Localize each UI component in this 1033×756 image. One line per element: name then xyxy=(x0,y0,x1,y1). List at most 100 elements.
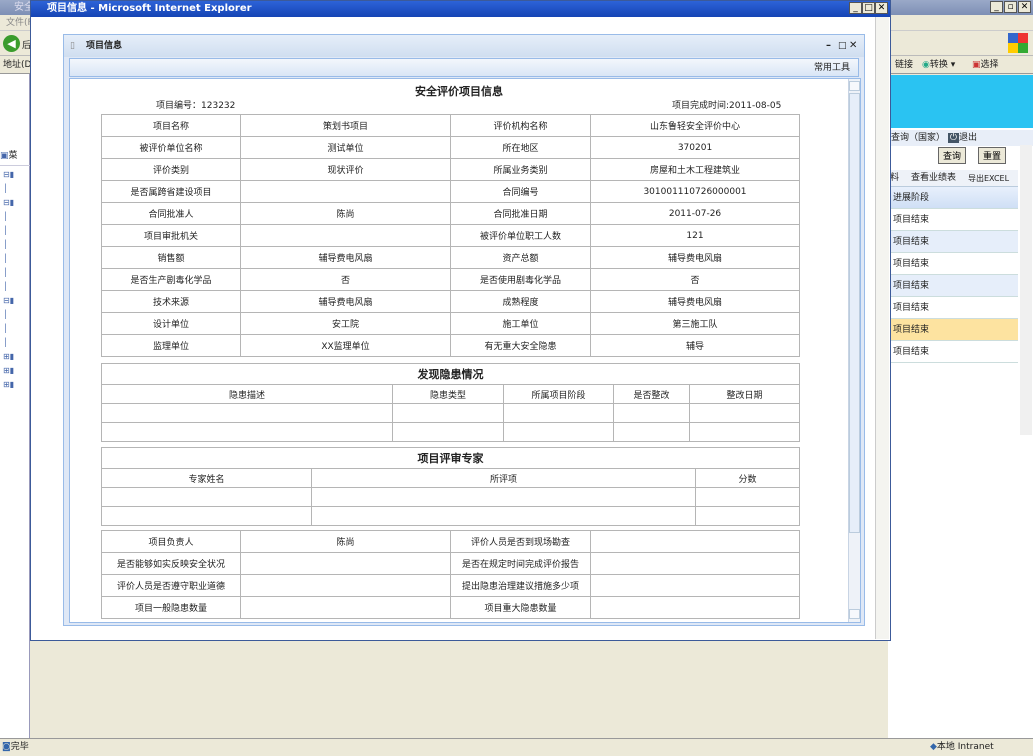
popup-scrollbar[interactable] xyxy=(875,17,889,639)
links-button[interactable]: 链接 xyxy=(895,60,914,70)
value-cell: 370201 xyxy=(590,136,800,159)
zone-indicator: ◆本地 Intranet xyxy=(930,739,994,755)
value-cell: 陈尚 xyxy=(240,530,451,553)
tab-data[interactable]: 料 xyxy=(890,173,900,183)
value-cell: 否 xyxy=(240,268,451,291)
dialog-close-button[interactable]: ✕ xyxy=(849,40,858,51)
content-frame: 安全评价项目信息 项目编号：123232 项目完成时间:2011-08-05 项… xyxy=(69,78,861,623)
label-cell: 销售额 xyxy=(101,246,241,269)
label-cell: 成熟程度 xyxy=(450,290,591,313)
table-row: 项目审批机关 被评价单位职工人数 121 xyxy=(101,224,800,247)
value-cell: 辅导费电风扇 xyxy=(240,290,451,313)
expert-table: 项目评审专家 专家姓名 所评项 分数 xyxy=(100,447,801,526)
minimize-button[interactable]: _ xyxy=(990,1,1003,13)
section-title: 项目评审专家 xyxy=(100,447,801,469)
scroll-thumb[interactable] xyxy=(849,93,860,533)
value-cell: 第三施工队 xyxy=(590,312,800,335)
result-row[interactable]: 项目结束 xyxy=(888,319,1018,341)
tree-panel: ▣菜 ⊟▮ │ ⊟▮ │ │ │ │ │ │ ⊟▮ │ │ │ ⊞▮ ⊞▮ ⊞▮ xyxy=(0,74,30,738)
query-button[interactable]: 查询 xyxy=(938,147,966,164)
table-row: 项目一般隐患数量 项目重大隐患数量 xyxy=(101,596,800,619)
empty-cell xyxy=(101,487,312,507)
dialog-toolbar: 常用工具 xyxy=(69,58,859,77)
popup-ie-window: 项目信息 - Microsoft Internet Explorer _ □ ✕… xyxy=(30,0,891,641)
project-info-table: 项目名称 策划书项目 评价机构名称 山东鲁轻安全评价中心 被评价单位名称 测试单位 所在地区… xyxy=(101,114,800,357)
result-row[interactable]: 项目结束 xyxy=(888,253,1018,275)
value-cell: 辅导费电风扇 xyxy=(240,246,451,269)
value-cell: 房屋和土木工程建筑业 xyxy=(590,158,800,181)
table-row xyxy=(101,422,801,442)
result-row[interactable]: 项目结束 xyxy=(888,341,1018,363)
value-cell xyxy=(240,596,451,619)
result-row[interactable]: 项目结束 xyxy=(888,297,1018,319)
label-cell: 是否能够如实反映安全状况 xyxy=(101,552,241,575)
column-header: 隐患类型 xyxy=(392,384,504,404)
dialog-minimize-button[interactable]: – xyxy=(826,40,831,51)
value-cell: XX监理单位 xyxy=(240,334,451,357)
menu-file[interactable]: 文件(F) xyxy=(6,18,37,28)
empty-cell xyxy=(311,506,696,526)
tree-nodes[interactable]: ⊟▮ │ ⊟▮ │ │ │ │ │ │ ⊟▮ │ │ │ ⊞▮ ⊞▮ ⊞▮ xyxy=(3,170,15,389)
label-cell: 是否生产剧毒化学品 xyxy=(101,268,241,291)
value-cell xyxy=(590,552,800,575)
value-cell xyxy=(240,574,451,597)
table-row: 合同批准人 陈尚 合同批准日期 2011-07-26 xyxy=(101,202,800,225)
computer-icon: ▣ xyxy=(0,151,9,161)
value-cell: 安工院 xyxy=(240,312,451,335)
common-tools-button[interactable]: 常用工具 xyxy=(813,63,850,73)
popup-minimize-button[interactable]: _ xyxy=(849,2,862,14)
value-cell: 301001110726000001 xyxy=(590,180,800,203)
address-label: 地址(D) xyxy=(3,60,35,70)
tab-export-excel[interactable]: 导出EXCEL xyxy=(968,174,1010,183)
label-cell: 所属业务类别 xyxy=(450,158,591,181)
results-scrollbar[interactable] xyxy=(1020,145,1032,435)
column-header: 所属项目阶段 xyxy=(503,384,614,404)
back-button[interactable]: 后 xyxy=(22,41,32,51)
label-cell: 是否在规定时间完成评价报告 xyxy=(450,552,591,575)
restore-button[interactable]: ▫ xyxy=(1004,1,1017,13)
project-number-label: 项目编号： xyxy=(156,101,202,111)
tab-performance[interactable]: 查看业绩表 xyxy=(911,173,957,183)
table-row: 评价人员是否遵守职业道德 提出隐患治理建议措施多少项 xyxy=(101,574,800,597)
label-cell: 有无重大安全隐患 xyxy=(450,334,591,357)
zone-label: 本地 Intranet xyxy=(936,742,994,752)
empty-cell xyxy=(101,506,312,526)
label-cell: 是否使用剧毒化学品 xyxy=(450,268,591,291)
dialog-maximize-button[interactable]: □ xyxy=(838,41,847,51)
query-country-link[interactable]: 查询（国家） xyxy=(891,133,946,143)
convert-button[interactable]: ◉转换 ▾ xyxy=(922,60,956,70)
stage-cell: 项目结束 xyxy=(893,281,930,291)
result-row[interactable]: 项目结束 xyxy=(888,231,1018,253)
label-cell: 施工单位 xyxy=(450,312,591,335)
tree-root[interactable]: ▣菜 xyxy=(0,148,30,166)
table-row: 项目名称 策划书项目 评价机构名称 山东鲁轻安全评价中心 xyxy=(101,114,800,137)
column-header: 分数 xyxy=(694,468,801,488)
completion-time-label: 项目完成时间: xyxy=(672,101,730,111)
scroll-down-button[interactable] xyxy=(849,609,860,619)
value-cell xyxy=(590,574,800,597)
logout-icon: ⏻ xyxy=(947,133,960,143)
result-row[interactable]: 项目结束 xyxy=(888,275,1018,297)
popup-close-button[interactable]: ✕ xyxy=(875,2,888,14)
popup-maximize-button[interactable]: □ xyxy=(862,2,875,14)
value-cell: 测试单位 xyxy=(240,136,451,159)
value-cell: 策划书项目 xyxy=(240,114,451,137)
select-label: 选择 xyxy=(980,60,999,70)
table-row: 设计单位 安工院 施工单位 第三施工队 xyxy=(101,312,800,335)
scroll-up-button[interactable] xyxy=(849,81,860,91)
label-cell: 被评价单位职工人数 xyxy=(450,224,591,247)
label-cell: 项目负责人 xyxy=(101,530,241,553)
logout-link[interactable]: 退出 xyxy=(959,133,978,143)
result-row[interactable]: 项目结束 xyxy=(888,209,1018,231)
back-arrow-icon[interactable]: ◀ xyxy=(3,35,20,52)
select-button[interactable]: ▣选择 xyxy=(972,56,999,74)
table-row: 是否属跨省建设项目 合同编号 301001110726000001 xyxy=(101,180,800,203)
hazard-table: 发现隐患情况 隐患描述 隐患类型 所属项目阶段 是否整改 整改日期 xyxy=(100,363,801,442)
table-row: 评价类别 现状评价 所属业务类别 房屋和土木工程建筑业 xyxy=(101,158,800,181)
empty-cell xyxy=(613,422,690,442)
reset-button[interactable]: 重置 xyxy=(978,147,1006,164)
close-button[interactable]: ✕ xyxy=(1018,1,1031,13)
value-cell: 121 xyxy=(590,224,800,247)
frame-scrollbar[interactable] xyxy=(848,79,860,622)
label-cell: 评价类别 xyxy=(101,158,241,181)
